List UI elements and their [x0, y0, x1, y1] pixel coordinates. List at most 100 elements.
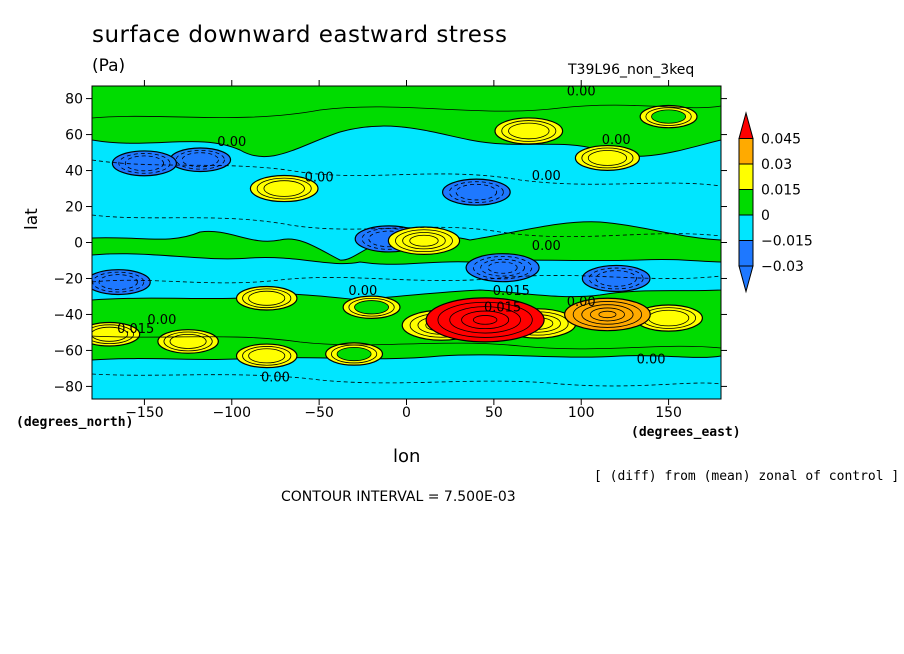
contour-line-1 — [92, 104, 721, 119]
anomaly-ring-19-2 — [92, 326, 128, 342]
contour-interval-label: CONTOUR INTERVAL = 7.500E-03 — [281, 489, 516, 505]
x-tick-label-0: −150 — [125, 405, 163, 421]
anomaly-ring-1-2 — [508, 122, 550, 140]
colorbar-box-1 — [738, 163, 754, 190]
anomaly-ring-4-2 — [124, 155, 165, 172]
contour-label-12: 0.00 — [637, 352, 666, 367]
anomaly-ring-5-1 — [175, 149, 225, 170]
x-tick-label-2: −50 — [304, 405, 334, 421]
contour-line-6 — [92, 373, 721, 387]
contour-label-7: 0.00 — [567, 295, 596, 310]
negative-band-mid — [92, 125, 721, 261]
y-tick-label-1: 60 — [65, 128, 83, 144]
colorbar-label-2: 0.015 — [761, 183, 801, 199]
y-tick-label-2: 40 — [65, 164, 83, 180]
x-tick-label-1: −100 — [213, 405, 251, 421]
anomaly-ring-8-1 — [395, 229, 453, 253]
y-tick-label-3: 20 — [65, 200, 83, 216]
anomaly-ring-12-1 — [242, 288, 292, 309]
contour-line-3 — [92, 214, 721, 238]
anomaly-ring-14-2 — [449, 306, 521, 334]
contour-label-0: 0.00 — [567, 84, 596, 99]
anomaly-ring-21-2 — [248, 348, 286, 364]
anomaly-ring-10-1 — [588, 267, 644, 290]
colorbar-box-2 — [738, 189, 754, 216]
anomaly-ring-11-2 — [98, 274, 138, 290]
anomaly-ring-13-1 — [348, 297, 395, 317]
negative-band-polar — [92, 354, 721, 399]
colorbar-label-3: 0 — [761, 208, 770, 224]
colorbar-box-3 — [738, 214, 754, 241]
x-tick-label-3: 0 — [402, 405, 411, 421]
anomaly-ring-8-2 — [402, 232, 446, 250]
x-axis-label: lon — [393, 446, 421, 467]
x-tick-label-4: 50 — [485, 405, 503, 421]
y-tick-label-4: 0 — [74, 236, 83, 252]
colorbar: 0.045 0.03 0.015 0 −0.015 −0.03 — [738, 111, 813, 294]
colorbar-label-1: 0.03 — [761, 157, 792, 173]
colorbar-box-0 — [738, 138, 754, 165]
anomaly-ring-0-1 — [256, 177, 312, 200]
x-tick-label-5: 100 — [568, 405, 595, 421]
anomaly-ring-14-3 — [461, 310, 510, 330]
contour-label-10: 0.015 — [493, 284, 530, 299]
anomaly-ring-19-1 — [92, 324, 135, 345]
anomaly-ring-20-1 — [163, 331, 213, 352]
anomaly-ring-5-2 — [181, 152, 219, 168]
anomaly-ring-13-2 — [354, 300, 389, 315]
colorbar-label-4: −0.015 — [761, 234, 813, 250]
anomaly-ring-4-1 — [118, 153, 171, 174]
contour-label-2: 0.00 — [602, 133, 631, 148]
chart-title: surface downward eastward stress — [92, 22, 508, 48]
anomaly-ring-17-2 — [581, 304, 634, 325]
anomaly-ring-9-1 — [472, 256, 533, 280]
y-tick-label-5: −20 — [53, 271, 83, 287]
x-tick-label-6: 150 — [655, 405, 682, 421]
contour-label-9: 0.015 — [117, 322, 154, 337]
anomaly-ring-9-3 — [487, 261, 518, 274]
anomaly-ring-17-4 — [598, 310, 617, 319]
anomaly-ring-9-2 — [480, 258, 525, 277]
contour-label-13: 0.00 — [261, 370, 290, 385]
anomaly-ring-10-2 — [595, 270, 637, 287]
anomaly-ring-1-1 — [501, 120, 557, 142]
x-axis-unit-label: (degrees_east) — [631, 425, 741, 440]
anomaly-ring-6-1 — [448, 181, 504, 203]
diff-note: [ (diff) from (mean) zonal of control ] — [594, 469, 900, 484]
y-tick-label-0: 80 — [65, 92, 83, 108]
anomaly-ring-18-2 — [647, 309, 690, 327]
anomaly-ring-3-2 — [651, 109, 687, 124]
colorbar-arrow-top — [738, 111, 754, 139]
anomaly-ring-12-2 — [248, 290, 286, 306]
y-tick-label-6: −40 — [53, 307, 83, 323]
colorbar-arrow-bottom — [738, 265, 754, 294]
anomaly-ring-20-2 — [169, 333, 207, 349]
colorbar-label-5: −0.03 — [761, 259, 804, 275]
anomaly-ring-8-3 — [409, 234, 439, 247]
colorbar-box-4 — [738, 240, 754, 267]
y-axis-unit-label: (degrees_north) — [16, 415, 134, 430]
y-tick-label-8: −80 — [53, 379, 83, 395]
anomaly-ring-3-1 — [645, 107, 692, 126]
anomaly-ring-2-2 — [587, 150, 628, 166]
contour-label-4: 0.00 — [532, 169, 561, 184]
colorbar-label-0: 0.045 — [761, 132, 801, 148]
contour-label-11: 0.015 — [484, 300, 521, 315]
anomaly-ring-17-1 — [572, 301, 643, 328]
contour-label-8: 0.00 — [147, 313, 176, 328]
plot-area: 0.000.00 0.000.00 0.000.000.000.000.000.01… — [92, 84, 721, 399]
anomaly-ring-0-2 — [263, 180, 305, 197]
y-tick-label-7: −60 — [53, 343, 83, 359]
anomaly-ring-2-1 — [581, 147, 634, 169]
run-name-label: T39L96_non_3keq — [568, 62, 695, 78]
contour-label-5: 0.00 — [532, 239, 561, 254]
contour-label-3: 0.00 — [305, 171, 334, 186]
anomaly-ring-22-2 — [336, 346, 372, 362]
anomaly-ring-17-3 — [589, 307, 625, 322]
contour-label-1: 0.00 — [217, 135, 246, 150]
contour-line-5 — [92, 335, 721, 350]
contour-label-6: 0.00 — [348, 284, 377, 299]
anomaly-ring-14-1 — [437, 301, 533, 338]
anomaly-ring-21-1 — [242, 346, 292, 366]
